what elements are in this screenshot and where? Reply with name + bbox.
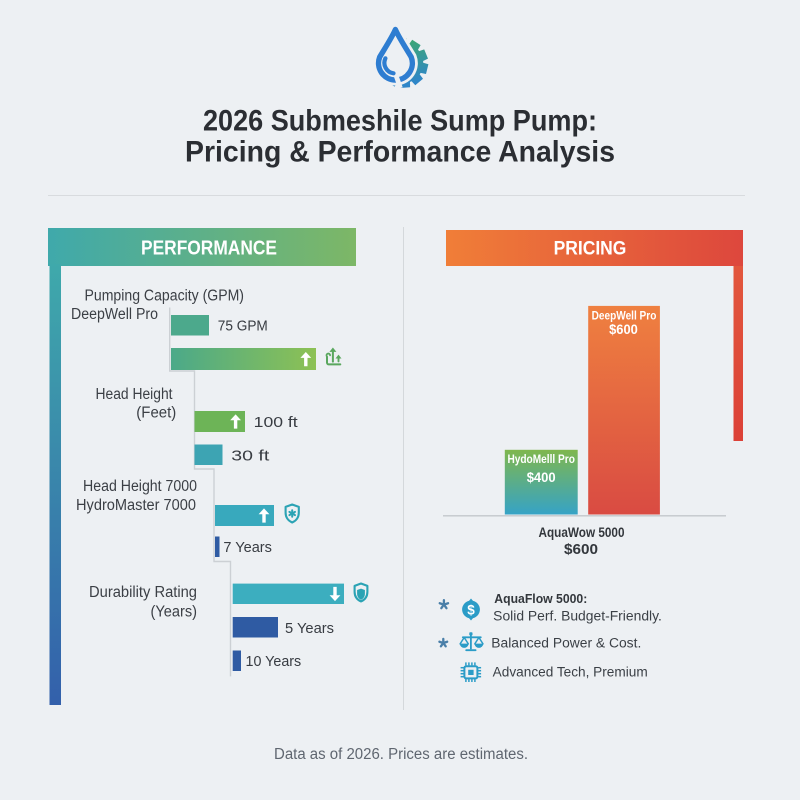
svg-text:AquaFlow 5000:: AquaFlow 5000: xyxy=(494,591,587,606)
svg-text:HydoMelll Pro: HydoMelll Pro xyxy=(507,454,575,466)
svg-text:HydroMaster 7000: HydroMaster 7000 xyxy=(76,497,196,514)
svg-text:30 ft: 30 ft xyxy=(231,447,270,464)
svg-text:PRICING: PRICING xyxy=(554,238,627,260)
svg-text:7 Years: 7 Years xyxy=(223,539,272,556)
svg-text:$600: $600 xyxy=(609,322,638,337)
svg-text:$: $ xyxy=(467,602,475,617)
svg-text:DeepWell Pro: DeepWell Pro xyxy=(71,306,158,323)
svg-text:Data as of 2026. Prices are es: Data as of 2026. Prices are estimates. xyxy=(274,746,528,763)
svg-text:(Years): (Years) xyxy=(151,604,198,621)
svg-text:AquaWow 5000: AquaWow 5000 xyxy=(539,525,625,540)
svg-text:Durability Rating: Durability Rating xyxy=(89,584,197,601)
svg-text:Head Height 7000: Head Height 7000 xyxy=(83,478,197,495)
svg-text:2026 Submeshile Sump Pump:: 2026 Submeshile Sump Pump: xyxy=(203,104,597,137)
svg-text:$600: $600 xyxy=(564,542,598,558)
svg-text:(Feet): (Feet) xyxy=(136,405,176,422)
svg-text:Pumping Capacity (GPM): Pumping Capacity (GPM) xyxy=(85,288,245,305)
svg-text:Advanced Tech, Premium: Advanced Tech, Premium xyxy=(493,665,648,680)
svg-text:DeepWell Pro: DeepWell Pro xyxy=(592,311,657,323)
svg-text:Head Height: Head Height xyxy=(96,386,174,403)
svg-text:Balanced Power & Cost.: Balanced Power & Cost. xyxy=(491,636,641,651)
svg-text:100 ft: 100 ft xyxy=(254,414,299,431)
svg-text:5 Years: 5 Years xyxy=(285,620,334,637)
svg-text:Solid Perf. Budget-Friendly.: Solid Perf. Budget-Friendly. xyxy=(493,609,662,624)
svg-text:10 Years: 10 Years xyxy=(246,653,302,670)
svg-text:Pricing & Performance Analysis: Pricing & Performance Analysis xyxy=(185,136,615,169)
svg-text:$400: $400 xyxy=(527,470,556,485)
svg-text:PERFORMANCE: PERFORMANCE xyxy=(141,238,277,260)
svg-text:75 GPM: 75 GPM xyxy=(218,318,268,335)
